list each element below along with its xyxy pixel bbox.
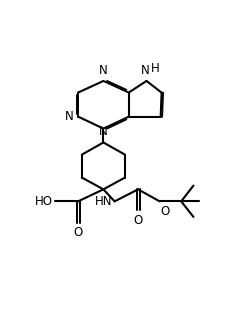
Text: O: O (134, 214, 143, 227)
Text: O: O (74, 226, 83, 239)
Text: N: N (65, 110, 74, 123)
Text: N: N (141, 64, 150, 77)
Text: N: N (99, 125, 108, 138)
Text: HN: HN (95, 195, 113, 208)
Text: N: N (99, 64, 108, 77)
Text: HO: HO (34, 195, 52, 208)
Text: H: H (151, 62, 160, 75)
Text: O: O (161, 205, 170, 218)
